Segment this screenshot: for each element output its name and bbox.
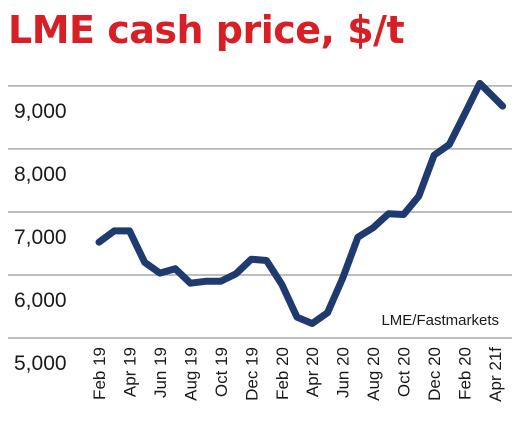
x-tick-label-11: Dec 20 [425,347,444,401]
source-label: LME/Fastmarkets [381,312,499,329]
y-tick-label-4: 9,000 [14,100,67,123]
x-tick-label-4: Oct 19 [212,347,231,397]
x-tick-label-2: Jun 19 [151,347,170,398]
series-line-group [95,79,507,327]
chart-title: LME cash price, $/t [8,8,405,52]
x-tick-label-12: Feb 20 [456,347,475,400]
x-tick-label-9: Aug 20 [364,347,383,401]
y-tick-label-2: 7,000 [14,226,67,249]
y-tick-label-1: 6,000 [14,289,67,312]
y-axis: 5,000 6,000 7,000 8,000 9,000 [14,100,67,375]
price-line [95,79,507,327]
x-tick-label-5: Dec 19 [242,347,261,401]
x-tick-label-13: Apr 21f [486,347,505,402]
x-tick-label-7: Apr 20 [303,347,322,397]
x-tick-label-0: Feb 19 [90,347,109,400]
y-tick-label-0: 5,000 [14,352,67,375]
x-axis: Feb 19 Apr 19 Jun 19 Aug 19 Oct 19 Dec 19 Feb … [90,347,505,402]
gridlines [8,85,512,339]
y-tick-label-3: 8,000 [14,163,67,186]
x-tick-label-3: Aug 19 [181,347,200,401]
x-tick-label-10: Oct 20 [395,347,414,397]
x-tick-label-1: Apr 19 [121,347,140,397]
x-tick-label-8: Jun 20 [334,347,353,398]
x-tick-label-6: Feb 20 [273,347,292,400]
